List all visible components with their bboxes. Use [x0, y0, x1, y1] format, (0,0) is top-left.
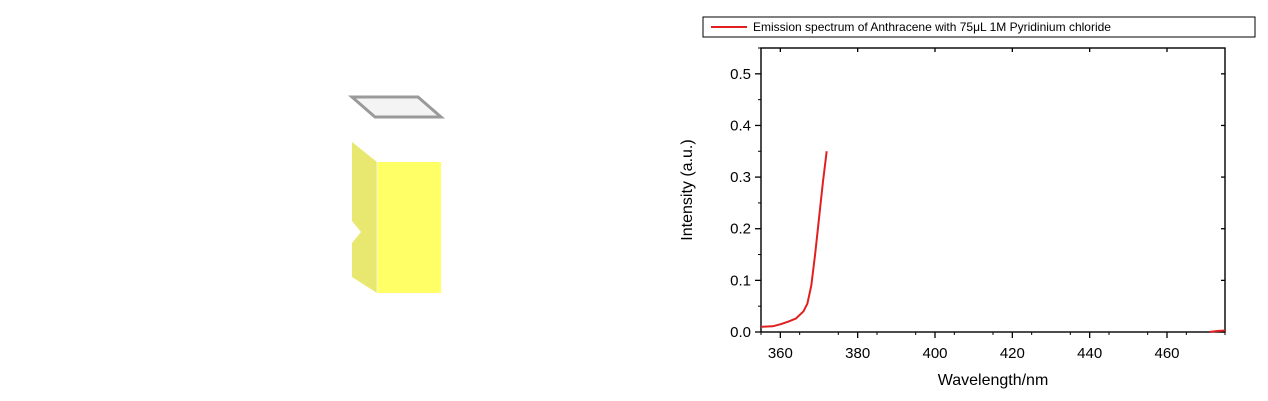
y-tick-label: 0.0	[730, 324, 751, 341]
x-tick-label: 380	[845, 345, 870, 362]
plot-frame	[760, 47, 1226, 333]
cuvette-illustration	[347, 95, 446, 293]
series-line	[760, 151, 828, 328]
x-tick-label: 360	[768, 345, 793, 362]
y-tick-label: 0.1	[730, 272, 751, 289]
legend: Emission spectrum of Anthracene with 75μ…	[702, 16, 1256, 38]
series-line	[1209, 329, 1226, 333]
y-tick-label: 0.4	[730, 117, 751, 134]
legend-box	[702, 16, 1256, 38]
y-tick-label: 0.3	[730, 169, 751, 186]
cuvette-cap	[347, 95, 446, 119]
y-axis-ticks: 0.0 0.1 0.2 0.3 0.4 0.5	[730, 47, 1225, 341]
x-axis-ticks: 360 380 400 420 440 460	[760, 48, 1226, 362]
y-tick-label: 0.2	[730, 221, 751, 238]
y-axis-title: Intensity (a.u.)	[679, 139, 696, 240]
x-tick-label: 420	[1000, 345, 1025, 362]
x-axis-title: Wavelength/nm	[938, 372, 1049, 389]
series-layer	[760, 151, 1226, 333]
x-tick-label: 440	[1077, 345, 1102, 362]
cuvette-side-face	[352, 142, 377, 293]
x-tick-label: 460	[1154, 345, 1179, 362]
legend-label: Emission spectrum of Anthracene with 75μ…	[753, 20, 1111, 34]
cuvette-front-face	[377, 162, 441, 293]
x-tick-label: 400	[922, 345, 947, 362]
y-tick-label: 0.5	[730, 66, 751, 83]
